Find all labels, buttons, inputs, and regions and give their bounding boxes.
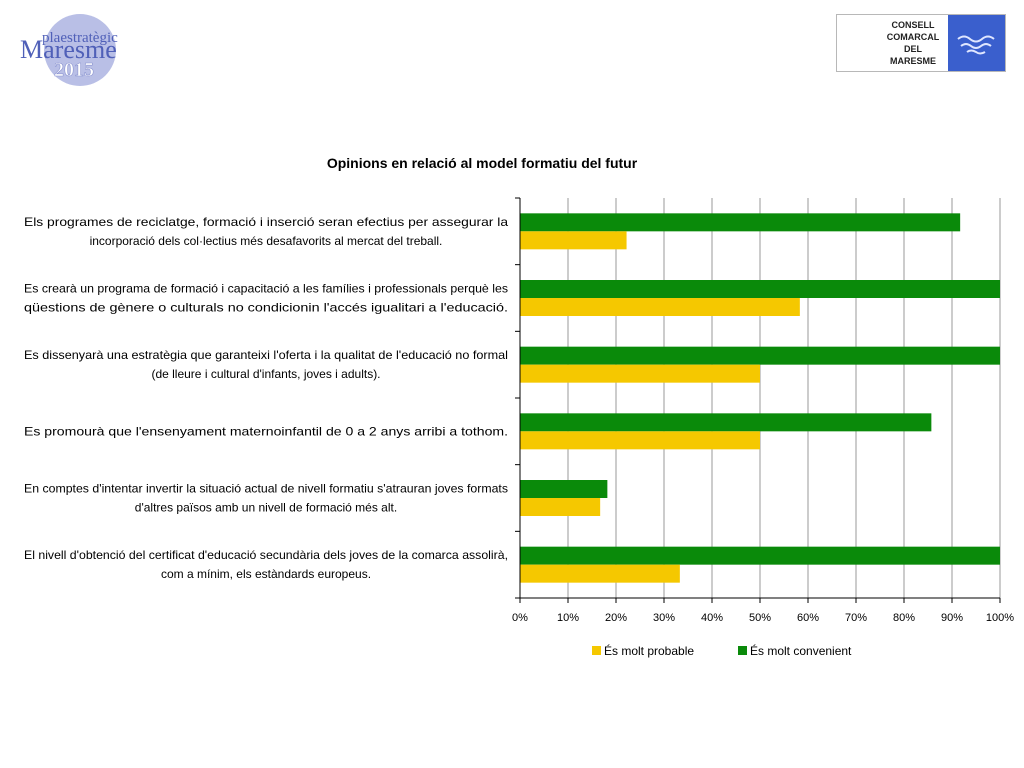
x-tick-label: 100% [986, 612, 1014, 624]
x-tick-label: 40% [701, 612, 723, 624]
category-label: d'altres països amb un nivell de formaci… [135, 501, 397, 515]
logo-text-line3: 2015 [54, 59, 94, 81]
bar [520, 213, 961, 232]
x-tick-label: 80% [893, 612, 915, 624]
x-tick-label: 70% [845, 612, 867, 624]
bar [520, 231, 627, 250]
bar [520, 498, 601, 516]
org-name: CONSELL COMARCAL DEL MARESME [877, 19, 949, 67]
x-tick-label: 0% [512, 612, 528, 624]
x-tick-labels: 0% 10% 20% 30% 40% 50% 60% 70% 80% 90% 100% [512, 612, 1014, 624]
x-tick-label: 10% [557, 612, 579, 624]
category-label: El nivell d'obtenció del certificat d'ed… [24, 548, 508, 562]
category-label: En comptes d'intentar invertir la situac… [24, 482, 508, 496]
wave-emblem-icon [948, 15, 1005, 71]
category-label: Es dissenyarà una estratègia que garante… [24, 348, 508, 362]
x-tick-label: 20% [605, 612, 627, 624]
category-label: (de lleure i cultural d'infants, joves i… [151, 367, 380, 381]
consell-comarcal-logo: CONSELL COMARCAL DEL MARESME [836, 14, 1006, 72]
logo-graphic: plaestratègic Maresme 2015 [20, 14, 118, 86]
category-label: com a mínim, els estàndards europeus. [161, 567, 371, 581]
bar [520, 413, 932, 432]
plaestrategic-maresme-logo: plaestratègic Maresme 2015 [18, 12, 148, 88]
legend-swatch [592, 646, 601, 655]
category-label: Els programes de reciclatge, formació i … [24, 215, 508, 229]
bar [520, 364, 760, 383]
logo-circle [44, 14, 116, 86]
category-label: qüestions de gènere o culturals no condi… [24, 301, 508, 315]
category-labels: Els programes de reciclatge, formació i … [24, 215, 508, 581]
opinions-bar-chart: Opinions en relació al model formatiu de… [24, 155, 1014, 658]
bar [520, 280, 1000, 298]
legend-label: És molt probable [604, 643, 694, 658]
gridlines [567, 198, 1001, 598]
x-tick-label: 60% [797, 612, 819, 624]
org-name-line: MARESME [889, 56, 936, 66]
bar [520, 480, 608, 498]
category-label: Es promourà que l'ensenyament maternoinf… [24, 424, 508, 438]
logo-text-line2: Maresme [20, 35, 117, 64]
bar [520, 298, 800, 316]
logo-text-line1: plaestratègic [42, 30, 118, 46]
bar [520, 431, 760, 450]
legend-swatch [738, 646, 747, 655]
chart-title: Opinions en relació al model formatiu de… [327, 155, 638, 171]
bar [520, 346, 1000, 365]
legend-label: És molt convenient [750, 643, 852, 658]
axes [515, 197, 1001, 603]
bar [520, 564, 680, 583]
legend: És molt probable És molt convenient [592, 643, 852, 658]
x-tick-label: 30% [653, 612, 675, 624]
org-name-line: DEL [904, 44, 922, 54]
x-tick-label: 90% [941, 612, 963, 624]
category-label: incorporació dels col·lectius més desafa… [90, 234, 443, 248]
org-name-line: CONSELL [891, 20, 935, 30]
bar [520, 546, 1000, 565]
category-label: Es crearà un programa de formació i capa… [24, 282, 508, 296]
org-name-line: COMARCAL [886, 32, 940, 42]
x-tick-label: 50% [749, 612, 771, 624]
bars [520, 213, 1000, 583]
